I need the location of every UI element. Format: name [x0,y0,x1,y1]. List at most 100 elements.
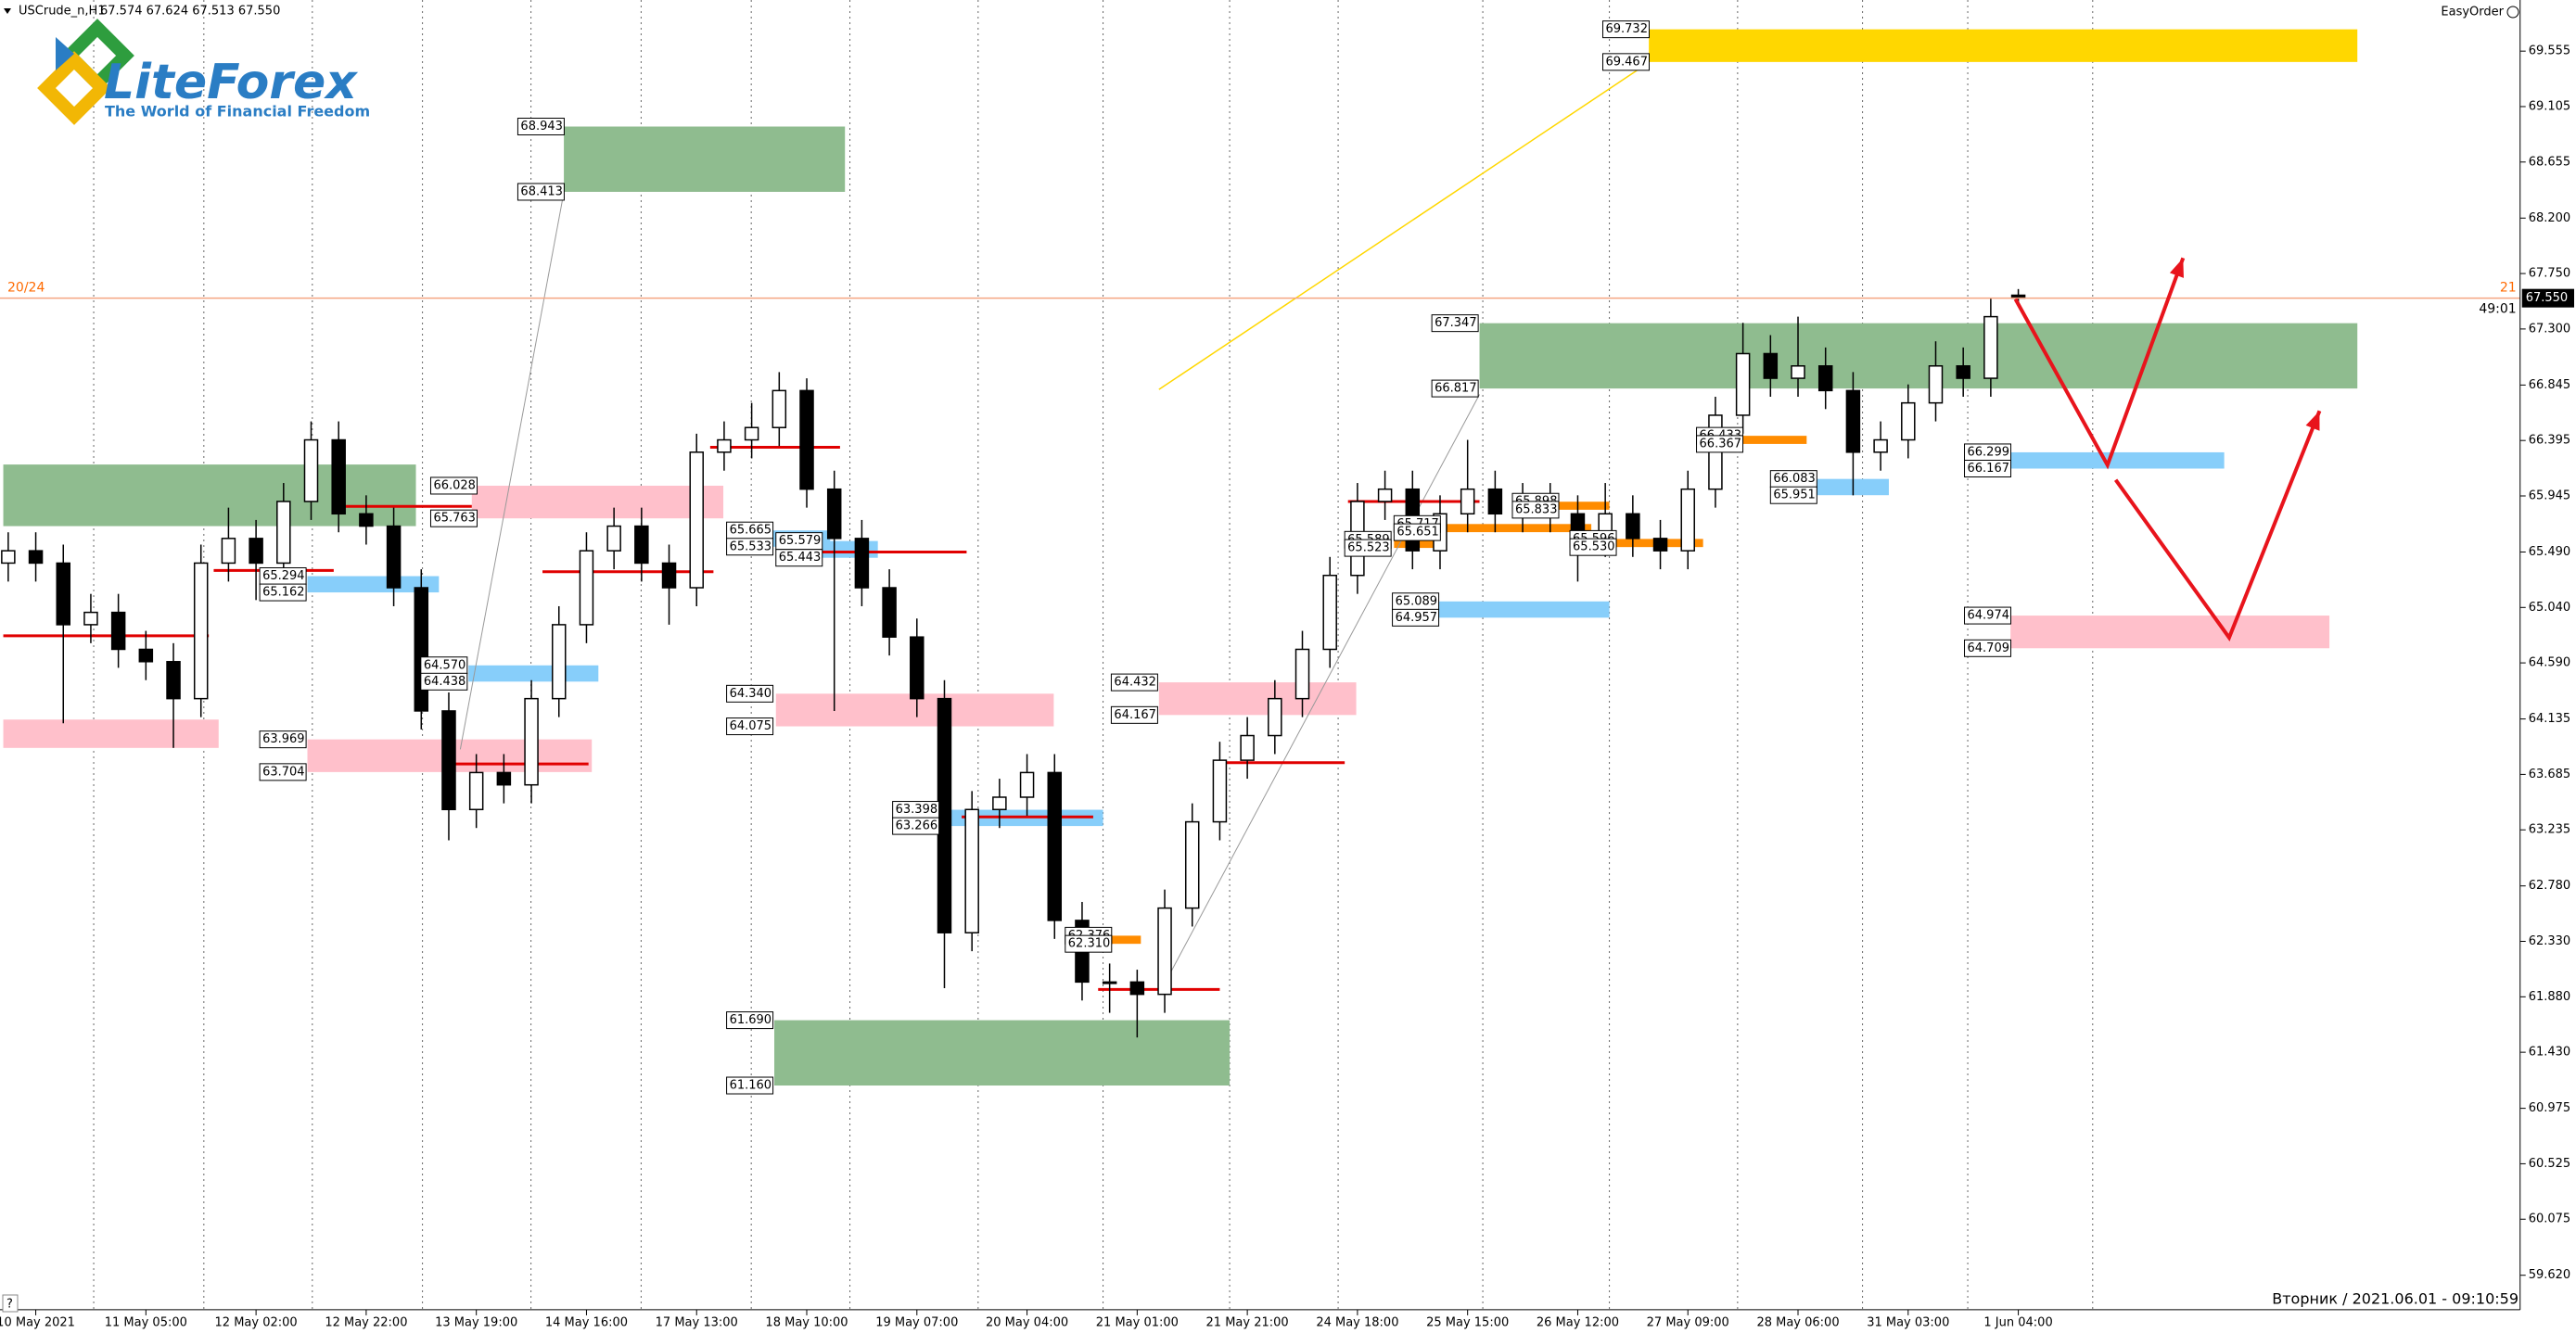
zone-label: 63.266 [896,819,938,833]
candle-body [414,587,429,712]
candle-body [221,538,236,565]
x-tick-label: 28 May 06:00 [1756,1315,1839,1329]
candle-body [1901,401,1916,441]
last-price-box [2521,288,2574,308]
forecast-arrowhead [2305,411,2320,431]
zone [2010,616,2330,649]
zone-label: 65.651 [1396,526,1439,540]
x-tick-label: 14 May 16:00 [545,1315,628,1329]
x-tick-label: 19 May 07:00 [875,1315,958,1329]
candle-body [1129,981,1145,996]
candle-body [468,771,484,811]
zone-label-box [1696,435,1744,453]
logo-icon [56,37,74,70]
help[interactable]: ? [6,1298,13,1312]
x-tick-label: 17 May 13:00 [656,1315,738,1329]
y-tick-label: 64.135 [2529,712,2571,726]
easy-order-icon[interactable] [2506,6,2519,19]
y-tick-label: 68.655 [2529,155,2571,169]
candle-body [772,389,787,428]
zone-label-box [420,672,468,691]
left-marker: 20/24 [7,281,45,296]
candle-body [1680,488,1695,552]
zone-label: 65.579 [779,534,822,548]
zone-label-box [1431,379,1479,398]
zone-label-box [1964,459,2012,477]
candle-body [1240,734,1255,761]
candle-body [606,525,621,552]
candle-body [303,438,319,502]
y-tick-label: 65.945 [2529,489,2571,503]
candle-body [1102,981,1117,984]
zone-label-box [1569,538,1617,556]
candle-body [717,438,732,453]
trend-line [459,192,565,750]
zone-label: 65.089 [1396,594,1438,608]
menu-icon[interactable] [4,8,11,14]
y-tick-label: 60.075 [2529,1212,2571,1226]
x-tick-label: 12 May 02:00 [215,1315,298,1329]
candle-body [634,525,649,565]
zone-label: 68.413 [520,184,563,198]
zone-label: 63.398 [896,803,938,817]
candle-body [1157,907,1172,996]
zone-label: 65.530 [1573,540,1615,554]
zone-label-box [775,549,823,567]
help-box[interactable] [2,1294,19,1313]
zone [3,464,416,527]
zone-label: 65.763 [433,512,476,526]
zone [564,126,846,192]
easy-order[interactable]: EasyOrder [2441,6,2504,19]
candle-body [1487,488,1503,515]
zone [1511,501,1610,510]
candle-body [882,587,897,638]
zone-label-box [1065,934,1113,953]
candle-body [1019,771,1035,798]
y-tick-label: 62.330 [2529,934,2571,948]
zone-label: 69.467 [1605,55,1648,69]
x-tick-label: 24 May 18:00 [1316,1315,1398,1329]
zone [2010,451,2225,469]
candle-body [1652,538,1668,552]
candle-body [441,710,456,811]
candle-body [1873,438,1888,453]
zone [471,485,724,519]
zone [3,719,219,748]
candle-body [28,550,44,565]
candle-body [1377,488,1393,502]
y-tick-label: 63.685 [2529,768,2571,781]
candle-body [1956,365,1970,379]
candle-body [1268,697,1282,737]
candle-body [992,796,1007,811]
candle-body [1047,771,1063,921]
candle-body [1983,315,1998,379]
candle-body [359,513,374,527]
x-tick-label: 31 May 03:00 [1867,1315,1949,1329]
candle-body [1460,488,1475,515]
zone [1479,323,2358,389]
zone-label-box [1393,523,1441,541]
ohlc: 67.574 67.624 67.513 67.550 [100,5,280,19]
x-tick-label: 10 May 2021 [0,1315,75,1329]
zone-label-box [1110,673,1158,692]
candle-body [854,538,870,589]
candle-body [910,636,925,700]
zone-label-box [259,763,307,781]
y-tick-label: 62.780 [2529,879,2571,893]
zone-label: 68.943 [520,120,563,133]
zone-label-box [516,183,565,201]
symbol: USCrude_n,H1 [19,5,106,19]
candle-body [1763,352,1779,379]
y-tick-label: 65.490 [2529,545,2571,559]
candle-body [964,808,979,933]
zone-label-box [259,730,307,749]
candle-body [1817,365,1833,392]
zone [822,540,878,558]
zone-label-box [1392,608,1440,627]
zone-label-box [1431,314,1479,333]
y-tick-label: 61.880 [2529,990,2571,1004]
candle-body [496,771,512,786]
zone-label: 65.951 [1773,489,1816,502]
timer: 49:01 [2479,302,2516,317]
